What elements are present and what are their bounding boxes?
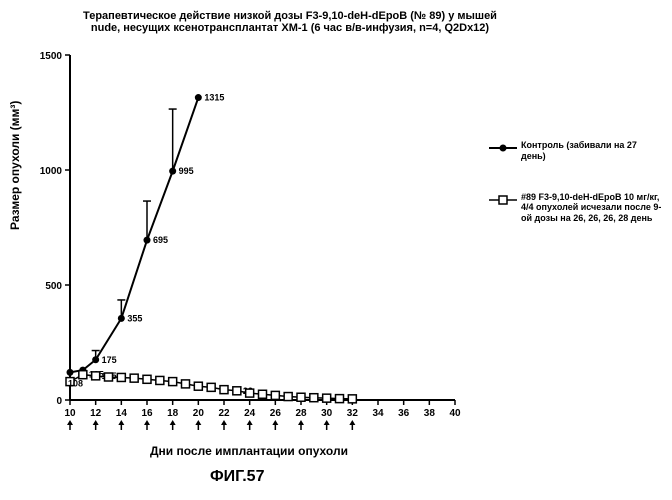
svg-text:12: 12 (90, 408, 102, 419)
legend-item-control: Контроль (забивали на 27 день) (489, 140, 664, 162)
svg-text:355: 355 (127, 313, 142, 323)
legend-text-treated: #89 F3-9,10-deH-dEpoB 10 мг/кг, 4/4 опух… (521, 192, 664, 224)
svg-text:20: 20 (193, 408, 205, 419)
svg-text:30: 30 (321, 408, 333, 419)
svg-text:1000: 1000 (40, 166, 63, 177)
svg-text:40: 40 (449, 408, 461, 419)
legend-marker-control (489, 142, 517, 154)
figure-label: ФИГ.57 (210, 468, 264, 486)
legend: Контроль (забивали на 27 день) #89 F3-9,… (489, 140, 664, 254)
legend-text-control: Контроль (забивали на 27 день) (521, 140, 664, 162)
svg-text:36: 36 (398, 408, 410, 419)
svg-text:10: 10 (64, 408, 76, 419)
svg-text:32: 32 (347, 408, 359, 419)
svg-text:695: 695 (153, 235, 168, 245)
svg-text:108: 108 (68, 378, 83, 388)
svg-text:175: 175 (102, 355, 117, 365)
svg-text:500: 500 (45, 281, 62, 292)
svg-text:34: 34 (372, 408, 384, 419)
svg-text:1315: 1315 (204, 93, 224, 103)
svg-text:0: 0 (56, 396, 62, 407)
figure-container: Терапевтическое действие низкой дозы F3-… (0, 0, 672, 500)
svg-text:18: 18 (167, 408, 179, 419)
legend-marker-treated (489, 194, 517, 206)
svg-text:38: 38 (424, 408, 436, 419)
x-axis-label: Дни после имплантации опухоли (150, 444, 348, 458)
legend-item-treated: #89 F3-9,10-deH-dEpoB 10 мг/кг, 4/4 опух… (489, 192, 664, 224)
svg-text:16: 16 (141, 408, 153, 419)
svg-text:995: 995 (179, 166, 194, 176)
svg-text:26: 26 (270, 408, 282, 419)
svg-text:24: 24 (244, 408, 256, 419)
svg-text:22: 22 (218, 408, 230, 419)
chart-svg: 0 500 1000 1500 10 12 14 16 18 20 22 24 26 28 30 32 34 36… (0, 0, 500, 465)
svg-text:1500: 1500 (40, 51, 63, 62)
svg-text:14: 14 (116, 408, 128, 419)
svg-text:28: 28 (295, 408, 307, 419)
